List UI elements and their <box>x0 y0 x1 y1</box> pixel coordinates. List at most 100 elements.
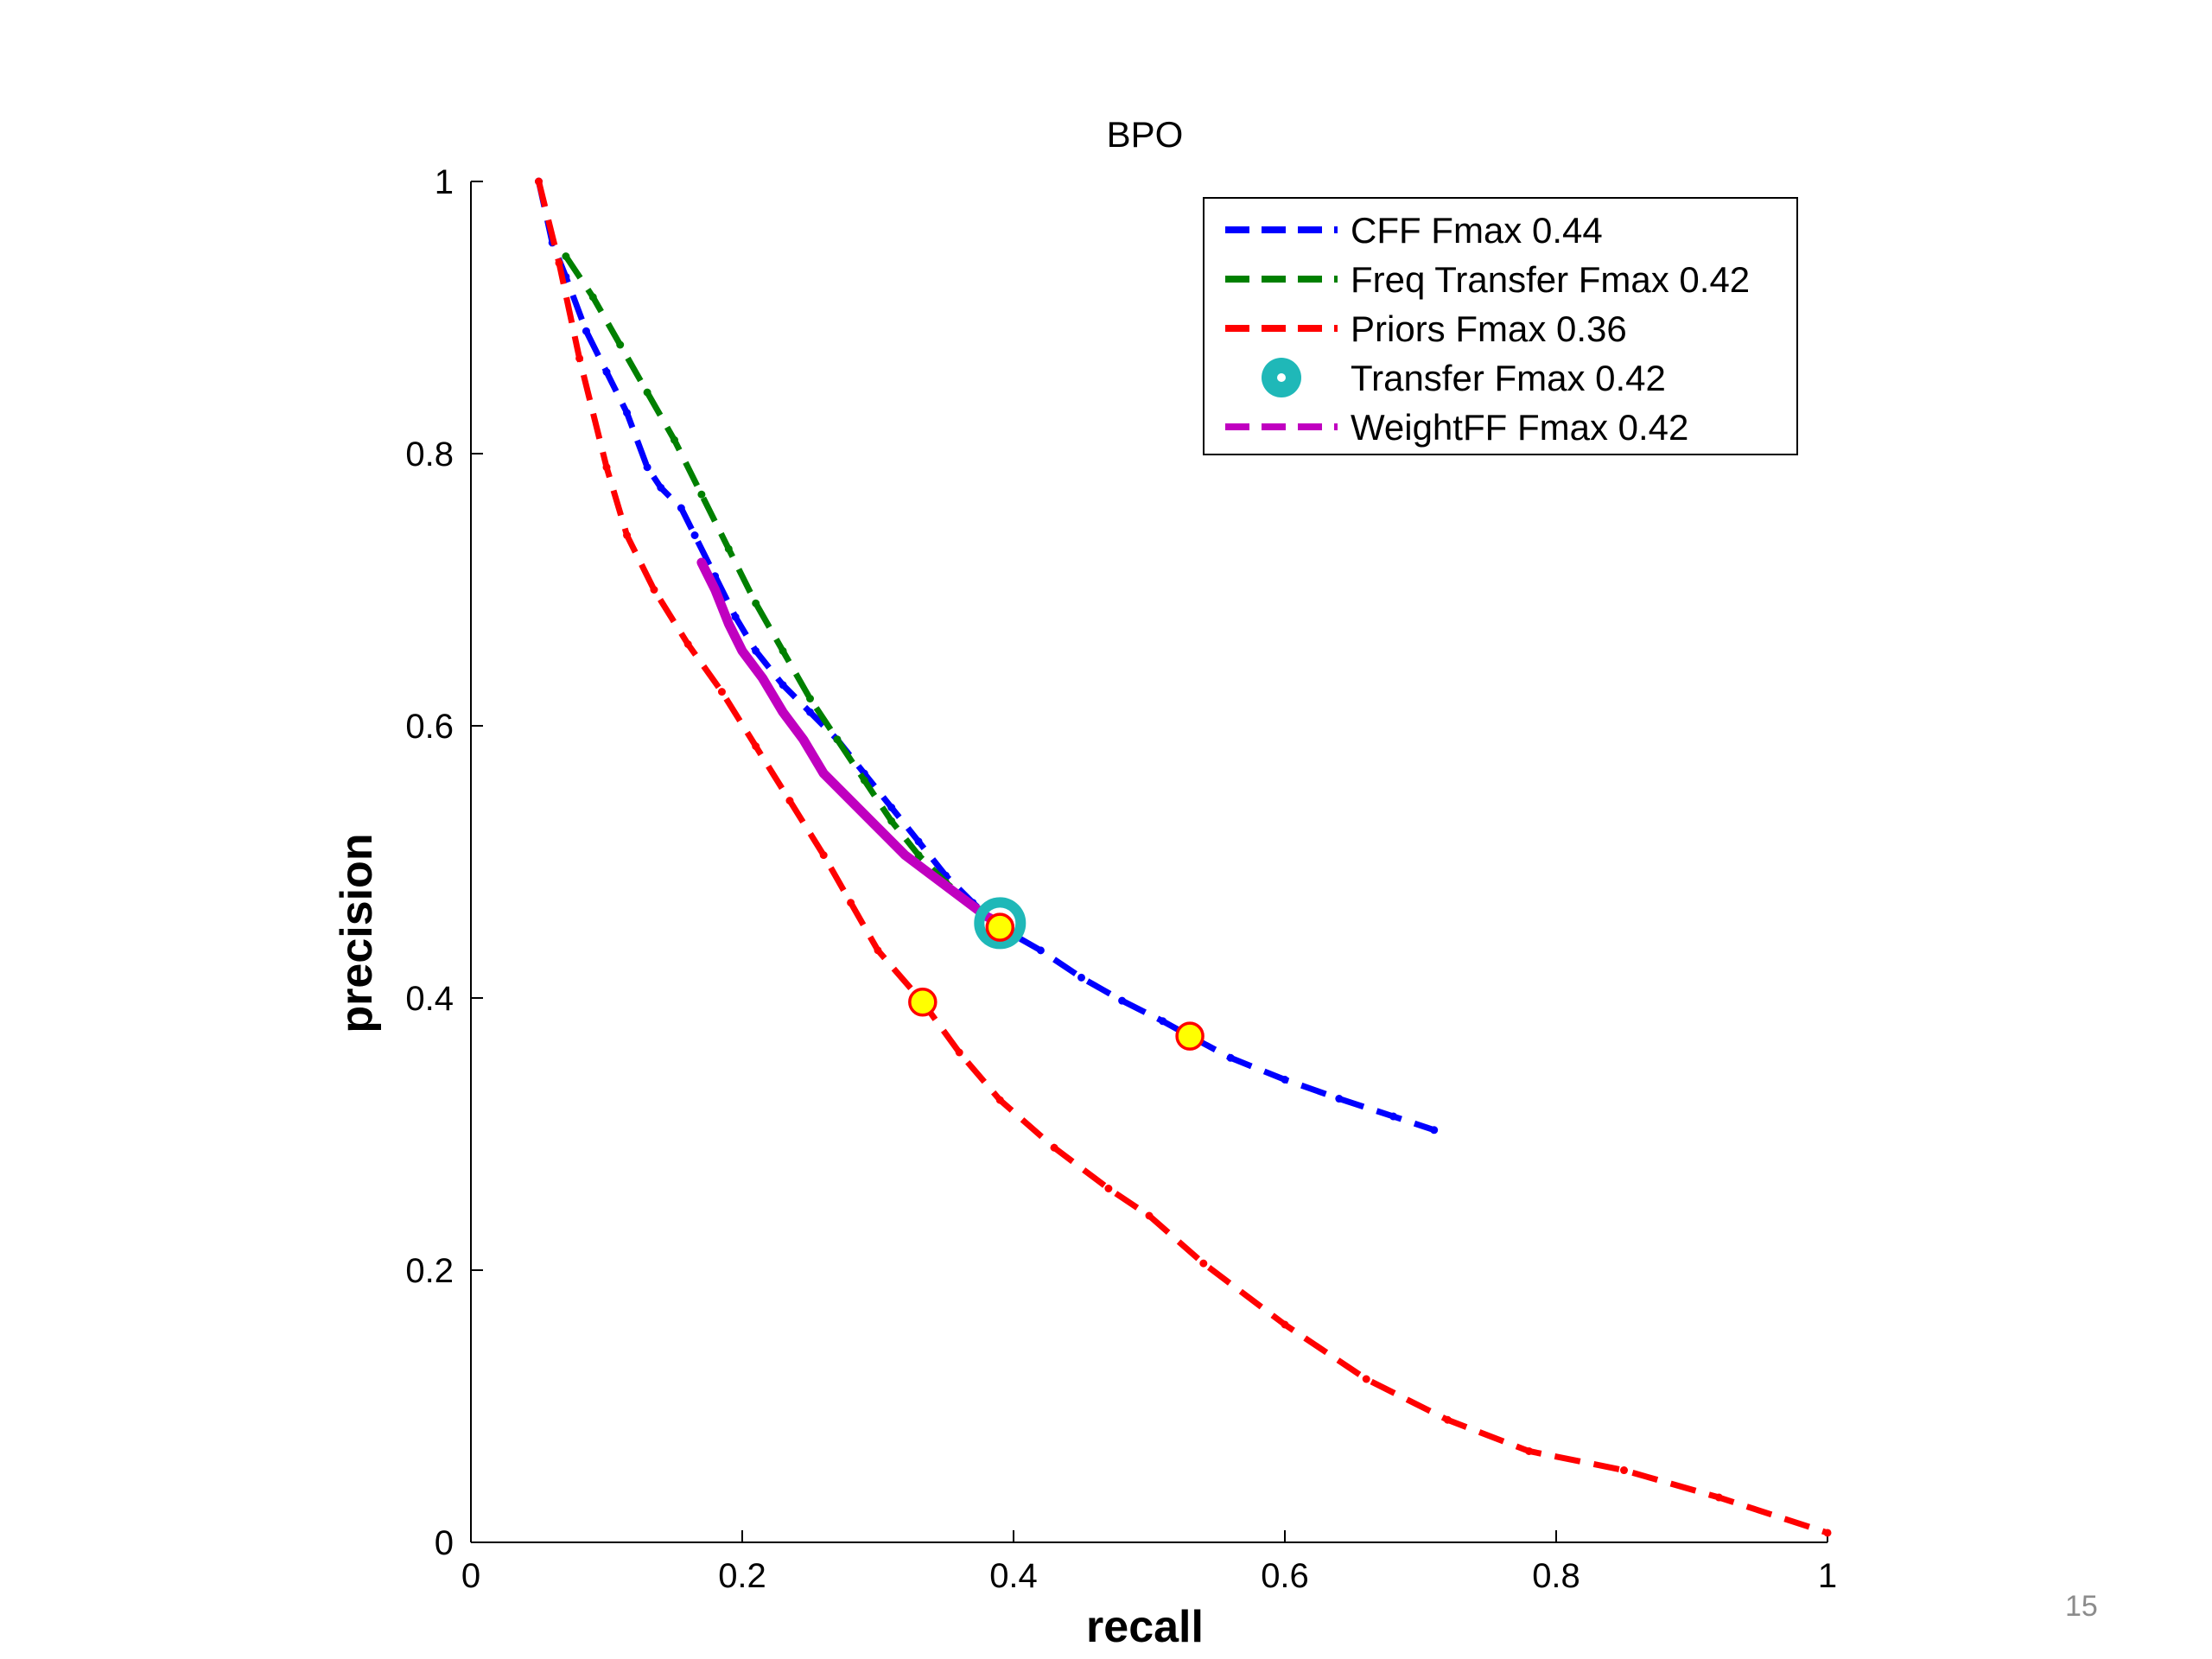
data-point <box>752 599 760 607</box>
data-point <box>602 368 611 376</box>
legend-label: Freq Transfer Fmax 0.42 <box>1351 259 1750 300</box>
data-point <box>752 742 760 751</box>
data-point <box>724 620 733 628</box>
data-point <box>914 851 923 860</box>
data-point <box>785 797 794 805</box>
data-point <box>860 776 868 785</box>
series-freq-transfer-fmax-0-42 <box>562 252 1004 927</box>
y-axis-title: precision <box>332 833 382 1033</box>
x-tick-label: 0.6 <box>1261 1557 1309 1595</box>
data-point <box>535 177 543 186</box>
y-tick-label: 0.4 <box>405 980 454 1018</box>
data-point <box>955 1048 963 1057</box>
data-point <box>1104 1185 1113 1192</box>
data-point <box>887 804 896 811</box>
data-point <box>677 504 685 512</box>
series-line <box>563 254 1002 926</box>
data-point <box>874 823 882 832</box>
y-tick-label: 0 <box>435 1524 454 1562</box>
data-point <box>806 695 814 702</box>
data-point <box>738 646 747 655</box>
legend-label: Transfer Fmax 0.42 <box>1351 358 1666 398</box>
data-point <box>697 490 706 499</box>
data-point <box>711 586 720 594</box>
data-point <box>616 340 625 349</box>
fmax-point-marker <box>1175 1021 1205 1051</box>
data-point <box>806 708 814 716</box>
y-tick-label: 1 <box>435 163 454 201</box>
legend-item-priors-fmax-0-36: Priors Fmax 0.36 <box>1225 308 1627 349</box>
data-point <box>1145 1211 1154 1220</box>
data-point <box>1823 1529 1832 1537</box>
data-point <box>582 327 590 335</box>
data-point <box>779 646 787 655</box>
data-point <box>779 681 787 690</box>
legend-item-weightff-fmax-0-42: WeightFF Fmax 0.42 <box>1225 407 1688 448</box>
data-point <box>1525 1446 1534 1455</box>
axes: 0 0.2 0.4 0.6 0.8 1 0 0.2 0.4 0.6 0.8 1 <box>405 163 1837 1595</box>
data-point <box>819 851 828 860</box>
data-point <box>1226 1053 1235 1062</box>
data-point <box>1335 1095 1344 1103</box>
data-point <box>819 769 828 778</box>
series-line <box>696 557 1005 928</box>
data-point <box>900 851 909 860</box>
legend-label: WeightFF Fmax 0.42 <box>1351 407 1688 448</box>
data-point <box>1389 1112 1398 1121</box>
chart-title: BPO <box>1107 114 1184 155</box>
legend-item-cff-fmax-0-44: CFF Fmax 0.44 <box>1225 210 1603 251</box>
data-point <box>731 613 740 621</box>
data-point <box>724 544 733 553</box>
data-point <box>847 797 855 805</box>
fmax-point-marker <box>985 912 1015 942</box>
data-point <box>717 688 726 696</box>
data-point <box>602 463 611 472</box>
data-point <box>928 871 937 880</box>
data-point <box>1281 1076 1289 1084</box>
data-point <box>690 531 699 539</box>
data-point <box>1443 1415 1452 1424</box>
x-tick-label: 0.2 <box>718 1557 766 1595</box>
data-point <box>588 293 597 302</box>
fmax-markers <box>908 897 1205 1051</box>
data-point <box>657 483 665 492</box>
data-point <box>683 640 692 648</box>
data-point <box>914 837 923 846</box>
data-point <box>623 531 632 539</box>
fmax-point-marker <box>908 987 938 1017</box>
data-point <box>1118 996 1127 1005</box>
legend-label: Priors Fmax 0.36 <box>1351 308 1627 349</box>
data-point <box>1620 1466 1628 1475</box>
data-point <box>955 892 963 900</box>
data-point <box>1159 1017 1167 1026</box>
data-point <box>1281 1320 1289 1329</box>
data-point <box>643 388 652 397</box>
data-point <box>1199 1259 1208 1268</box>
legend: CFF Fmax 0.44 Freq Transfer Fmax 0.42 Prio… <box>1203 197 1798 455</box>
data-point <box>575 354 584 363</box>
legend-item-transfer-fmax-0-42: Transfer Fmax 0.42 <box>1262 358 1666 398</box>
data-point <box>759 674 767 683</box>
data-point <box>1430 1126 1439 1135</box>
data-point <box>752 646 760 655</box>
data-point <box>1036 946 1045 955</box>
legend-item-freq-transfer-fmax-0-42: Freq Transfer Fmax 0.42 <box>1225 259 1750 300</box>
data-point <box>1050 1143 1058 1152</box>
series-weightff-fmax-0-42 <box>696 557 1005 928</box>
data-point <box>995 1096 1004 1104</box>
data-point <box>1714 1493 1723 1502</box>
data-point <box>671 435 678 444</box>
x-tick-label: 1 <box>1818 1557 1837 1595</box>
data-point <box>847 899 855 907</box>
data-point <box>833 735 842 744</box>
data-point <box>1077 973 1085 982</box>
data-point <box>887 817 896 825</box>
legend-swatch-center <box>1277 373 1286 382</box>
data-point <box>697 558 706 567</box>
legend-label: CFF Fmax 0.44 <box>1351 210 1603 251</box>
x-tick-label: 0.4 <box>989 1557 1038 1595</box>
series-line <box>536 181 1435 1134</box>
data-point <box>799 735 808 744</box>
data-point <box>562 252 570 261</box>
